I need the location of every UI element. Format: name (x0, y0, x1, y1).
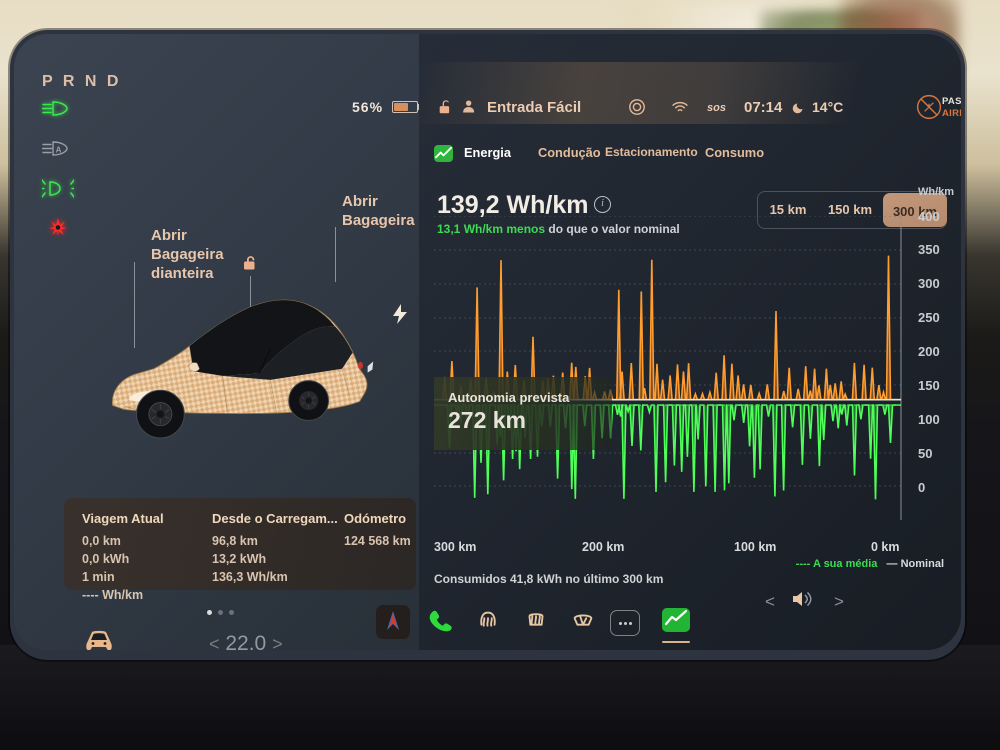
svg-text:A: A (56, 146, 62, 155)
